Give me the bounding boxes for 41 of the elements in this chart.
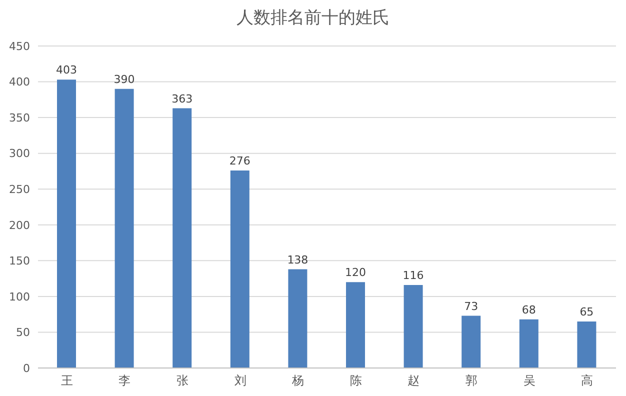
bar <box>462 316 481 368</box>
y-tick-label: 150 <box>9 254 30 268</box>
y-tick-label: 450 <box>9 40 30 53</box>
y-tick-label: 300 <box>9 147 30 160</box>
data-label: 68 <box>522 303 536 316</box>
data-label: 120 <box>345 266 366 280</box>
y-tick-label: 200 <box>9 218 30 232</box>
bar <box>230 170 250 368</box>
bar <box>114 88 134 368</box>
data-label: 65 <box>580 305 594 318</box>
y-tick-label: 350 <box>9 111 30 124</box>
x-tick-label: 赵 <box>408 374 420 388</box>
bar <box>57 80 76 368</box>
bar <box>577 321 596 368</box>
y-tick-label: 250 <box>9 183 30 196</box>
x-tick-label: 陈 <box>350 374 362 388</box>
x-tick-label: 王 <box>60 374 73 388</box>
data-label: 138 <box>287 253 308 266</box>
data-label: 116 <box>402 268 424 282</box>
x-tick-label: 郭 <box>466 374 478 388</box>
data-label: 276 <box>229 154 250 168</box>
bar <box>288 269 308 368</box>
y-tick-label: 400 <box>9 76 30 89</box>
x-tick-label: 张 <box>176 374 188 388</box>
x-tick-label: 高 <box>581 374 594 388</box>
bar <box>172 108 192 368</box>
y-tick-label: 50 <box>16 326 30 340</box>
bar <box>519 319 538 368</box>
y-tick-label: 0 <box>23 362 30 375</box>
x-tick-label: 杨 <box>291 374 304 388</box>
bar <box>404 284 423 368</box>
data-label: 403 <box>56 64 77 77</box>
data-label: 73 <box>464 300 478 313</box>
x-tick-label: 刘 <box>234 374 246 388</box>
x-tick-label: 吴 <box>523 374 536 388</box>
bar <box>346 282 365 368</box>
x-tick-label: 李 <box>118 374 131 388</box>
data-label: 363 <box>172 92 193 106</box>
chart-title: 人数排名前十的姓氏 <box>236 7 390 29</box>
data-label: 390 <box>114 72 135 86</box>
y-tick-label: 100 <box>9 290 30 304</box>
